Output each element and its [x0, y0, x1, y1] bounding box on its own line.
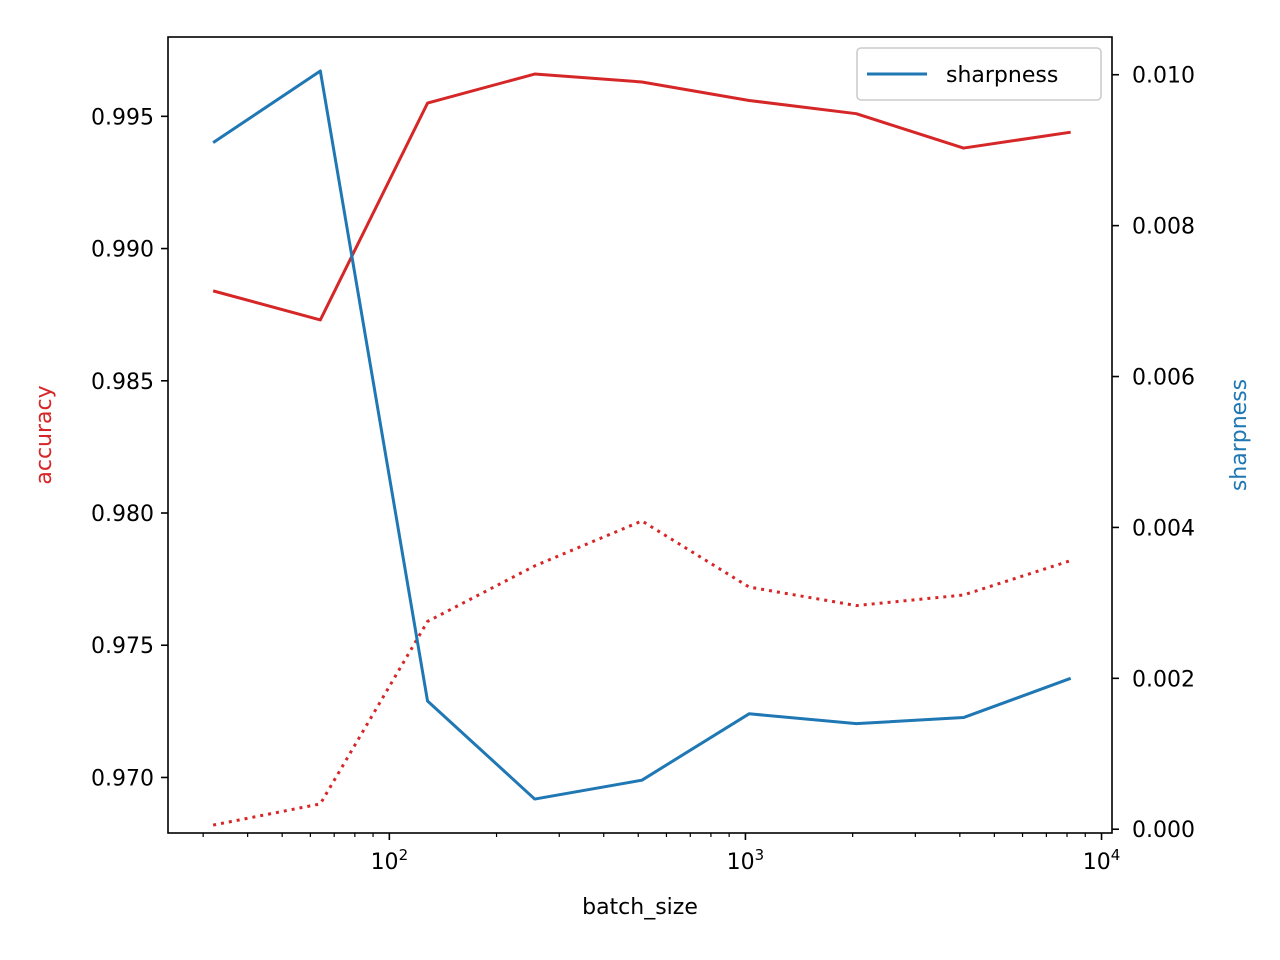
- x-axis: 102 103 104: [202, 833, 1121, 875]
- right-y-tick-label: 0.008: [1132, 215, 1195, 240]
- legend-box: [856, 47, 1102, 101]
- sharpness-line: [212, 69, 1072, 801]
- right-y-tick-label: 0.004: [1132, 516, 1195, 541]
- right-axis-title: sharpness: [1227, 379, 1252, 491]
- accuracy-solid-line: [212, 72, 1071, 322]
- x-tick-label: 102: [371, 846, 409, 875]
- right-y-tick-label: 0.010: [1132, 64, 1195, 89]
- x-axis-title: batch_size: [582, 895, 698, 920]
- left-y-tick-label: 0.985: [91, 370, 154, 395]
- left-y-tick-label: 0.990: [91, 238, 154, 263]
- left-y-tick-label: 0.975: [91, 634, 154, 659]
- left-y-tick-label: 0.970: [91, 766, 154, 791]
- right-y-tick-label: 0.002: [1132, 667, 1195, 692]
- x-tick-label: 104: [1083, 846, 1121, 875]
- right-y-tick-label: 0.000: [1132, 818, 1195, 843]
- right-y-tick-label: 0.006: [1132, 366, 1195, 391]
- legend-label-sharpness: sharpness: [946, 63, 1058, 88]
- legend: sharpness: [856, 47, 1102, 101]
- left-y-tick-label: 0.980: [91, 502, 154, 527]
- x-tick-label: 103: [727, 846, 765, 875]
- right-y-axis: 0.000 0.002 0.004 0.006 0.008 0.010: [1112, 64, 1195, 843]
- accuracy-dotted-line: [212, 519, 1072, 827]
- plot-area: [212, 69, 1072, 827]
- left-axis-title: accuracy: [32, 385, 57, 484]
- left-y-tick-label: 0.995: [91, 105, 154, 130]
- left-y-axis: 0.970 0.975 0.980 0.985 0.990 0.995: [91, 105, 168, 791]
- plot-frame: [167, 36, 1113, 834]
